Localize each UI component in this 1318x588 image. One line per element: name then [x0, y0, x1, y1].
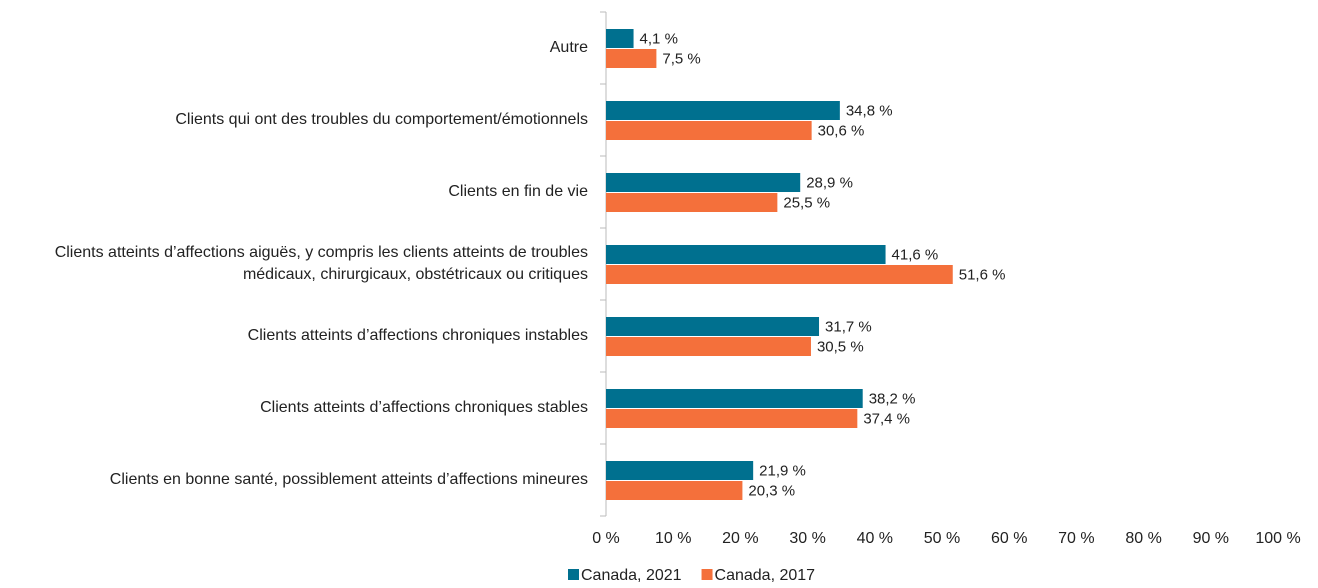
value-label: 21,9 % [759, 462, 806, 479]
value-label: 31,7 % [825, 318, 872, 335]
bar [606, 49, 657, 68]
value-label: 20,3 % [748, 482, 795, 499]
x-tick-label: 50 % [924, 530, 960, 547]
bar [606, 461, 754, 480]
bar [606, 101, 840, 120]
value-label: 38,2 % [869, 390, 916, 407]
bar [606, 29, 634, 48]
value-label: 28,9 % [806, 174, 853, 191]
category-label: Clients atteints d’affections chroniques… [260, 399, 588, 416]
legend-label: Canada, 2017 [715, 567, 816, 584]
x-tick-label: 40 % [857, 530, 893, 547]
bar [606, 245, 886, 264]
x-tick-label: 100 % [1255, 530, 1300, 547]
bar [606, 193, 778, 212]
value-label: 4,1 % [640, 30, 678, 47]
legend-swatch [701, 569, 713, 580]
legend-label: Canada, 2021 [581, 567, 682, 584]
bar [606, 389, 863, 408]
x-tick-label: 20 % [722, 530, 758, 547]
value-label: 30,6 % [818, 122, 865, 139]
bar [606, 121, 812, 140]
x-tick-label: 70 % [1058, 530, 1094, 547]
value-label: 34,8 % [846, 102, 893, 119]
bar [606, 173, 801, 192]
category-label: Clients en bonne santé, possiblement att… [109, 471, 588, 488]
value-label: 41,6 % [892, 246, 939, 263]
value-label: 51,6 % [959, 266, 1006, 283]
bar [606, 317, 820, 336]
x-tick-label: 10 % [655, 530, 691, 547]
category-label: Autre [549, 39, 588, 56]
bar [606, 409, 858, 428]
category-label: Clients qui ont des troubles du comporte… [175, 111, 588, 128]
category-label: Clients atteints d’affections chroniques… [247, 327, 588, 344]
bar [606, 481, 743, 500]
legend-swatch [568, 569, 579, 580]
x-tick-label: 30 % [789, 530, 825, 547]
value-label: 37,4 % [863, 410, 910, 427]
x-tick-label: 80 % [1125, 530, 1161, 547]
value-label: 7,5 % [662, 50, 700, 67]
x-tick-label: 90 % [1193, 530, 1229, 547]
bar [606, 265, 953, 284]
x-tick-label: 0 % [592, 530, 620, 547]
x-tick-label: 60 % [991, 530, 1027, 547]
category-label: Clients en fin de vie [448, 183, 588, 200]
bar [606, 337, 811, 356]
value-label: 25,5 % [783, 194, 830, 211]
category-label: Clients atteints d’affections aiguës, y … [54, 244, 588, 283]
value-label: 30,5 % [817, 338, 864, 355]
